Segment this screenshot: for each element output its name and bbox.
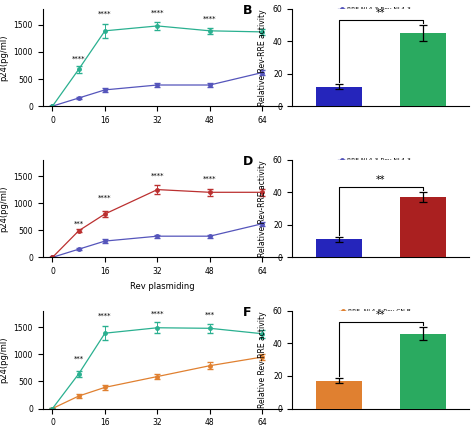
Text: F: F bbox=[243, 306, 251, 319]
Text: ****: **** bbox=[98, 313, 112, 319]
Text: **: ** bbox=[376, 310, 385, 320]
Text: ****: **** bbox=[151, 173, 164, 179]
Y-axis label: p24(pg/ml): p24(pg/ml) bbox=[0, 337, 8, 383]
X-axis label: Rev plasmiding: Rev plasmiding bbox=[130, 282, 195, 291]
Text: **: ** bbox=[376, 8, 385, 18]
Bar bbox=[316, 86, 362, 106]
Text: ****: **** bbox=[203, 15, 217, 22]
Y-axis label: p24(pg/ml): p24(pg/ml) bbox=[0, 185, 8, 232]
Legend: RRE NL4-3-Rev NL4-3, RRE CN.B-Rev CN.B: RRE NL4-3-Rev NL4-3, RRE CN.B-Rev CN.B bbox=[338, 6, 410, 20]
Bar bbox=[400, 197, 446, 257]
Text: ****: **** bbox=[98, 194, 112, 200]
Bar bbox=[400, 33, 446, 106]
Bar bbox=[316, 381, 362, 408]
Bar bbox=[316, 240, 362, 257]
Text: ***: *** bbox=[73, 221, 84, 227]
Y-axis label: p24(pg/ml): p24(pg/ml) bbox=[0, 34, 8, 80]
Text: ****: **** bbox=[98, 11, 112, 17]
Y-axis label: Relative Rev-RRE activity: Relative Rev-RRE activity bbox=[258, 9, 267, 106]
Y-axis label: Relative Rev-RRE activity: Relative Rev-RRE activity bbox=[258, 311, 267, 408]
Text: D: D bbox=[243, 155, 253, 168]
Text: ****: **** bbox=[151, 310, 164, 316]
Text: ****: **** bbox=[72, 56, 85, 61]
Text: **: ** bbox=[376, 175, 385, 185]
Legend: RRE  NL4-3-Rev CN.B, RRE  CN.B-Rev CN.B: RRE NL4-3-Rev CN.B, RRE CN.B-Rev CN.B bbox=[339, 309, 410, 322]
Y-axis label: Relative Rev-RRE activity: Relative Rev-RRE activity bbox=[258, 160, 267, 257]
Text: ****: **** bbox=[203, 176, 217, 182]
Text: ***: *** bbox=[205, 311, 215, 317]
Text: ***: *** bbox=[73, 356, 84, 362]
Text: B: B bbox=[243, 4, 252, 17]
Legend: RRE NL4-3-Rev NL4-3, RRE CN.B-Rev NL4-3: RRE NL4-3-Rev NL4-3, RRE CN.B-Rev NL4-3 bbox=[338, 158, 410, 171]
Bar bbox=[400, 334, 446, 408]
Text: ****: **** bbox=[151, 10, 164, 16]
